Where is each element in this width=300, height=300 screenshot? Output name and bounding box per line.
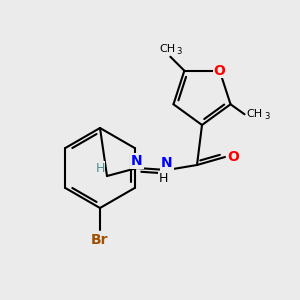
Text: 3: 3 xyxy=(176,47,182,56)
Text: N: N xyxy=(131,154,143,168)
Text: O: O xyxy=(227,150,239,164)
Text: CH: CH xyxy=(159,44,176,54)
Text: H: H xyxy=(158,172,168,184)
Text: O: O xyxy=(214,64,226,78)
Text: N: N xyxy=(161,156,173,170)
Text: Br: Br xyxy=(91,233,109,247)
Text: 3: 3 xyxy=(265,112,270,121)
Text: H: H xyxy=(95,161,105,175)
Text: CH: CH xyxy=(247,109,262,119)
